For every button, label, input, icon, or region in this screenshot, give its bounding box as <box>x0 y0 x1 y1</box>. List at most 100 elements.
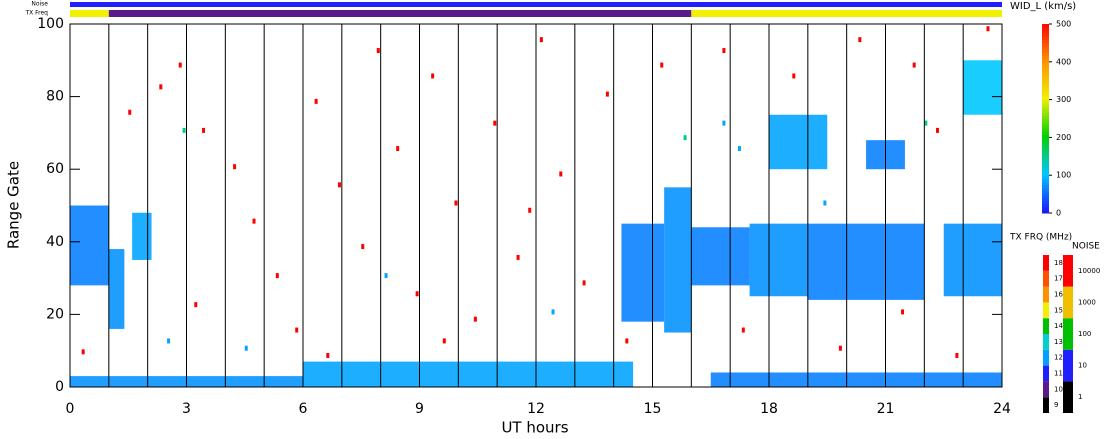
data-point <box>935 127 939 133</box>
colorbar-swatch <box>1042 83 1049 88</box>
colorbar-swatch <box>1043 255 1049 271</box>
colorbar-tick-label: 1 <box>1078 393 1082 401</box>
x-tick-label: 9 <box>415 401 424 417</box>
colorbar-swatch <box>1042 80 1049 85</box>
data-point <box>361 244 365 250</box>
data-point <box>128 109 132 115</box>
data-point <box>986 26 990 32</box>
freq-bar-label: TX Freq <box>24 10 48 17</box>
data-point <box>741 327 745 333</box>
colorbar-swatch <box>1042 68 1049 72</box>
colorbar-swatch <box>1042 55 1049 60</box>
colorbar-swatch <box>1042 42 1049 47</box>
data-point <box>539 37 543 43</box>
data-point <box>233 164 237 170</box>
data-point <box>431 73 435 79</box>
data-point <box>376 48 380 54</box>
colorbar-swatch <box>1042 131 1049 135</box>
colorbar-tick-label: 15 <box>1054 306 1063 314</box>
colorbar-swatch <box>1042 90 1049 94</box>
data-point <box>167 338 171 344</box>
data-point <box>792 73 796 79</box>
colorbar-swatch <box>1042 109 1049 113</box>
colorbar-tick-label: 10 <box>1078 362 1087 370</box>
data-patch <box>710 372 1002 387</box>
data-patch <box>943 223 1002 297</box>
x-tick-label: 21 <box>877 401 895 417</box>
data-point <box>516 254 520 260</box>
data-point <box>244 345 248 351</box>
colorbar-swatch <box>1042 184 1049 189</box>
colorbar-swatch <box>1042 150 1049 154</box>
data-point <box>454 200 458 206</box>
colorbar-tick-label: 13 <box>1054 338 1063 346</box>
data-point <box>415 291 419 297</box>
data-point <box>326 352 330 358</box>
colorbar-swatch <box>1042 172 1049 176</box>
data-point <box>202 127 206 133</box>
colorbar-swatch <box>1043 349 1049 366</box>
colorbar-swatch <box>1042 121 1049 126</box>
data-point <box>912 62 916 68</box>
y-tick-label: 40 <box>46 234 64 250</box>
colorbar-tick-label: 10000 <box>1078 267 1100 275</box>
status-bar-segment <box>70 2 1002 7</box>
data-point <box>295 327 299 333</box>
colorbar-swatch <box>1042 27 1049 31</box>
data-point <box>275 273 279 279</box>
colorbar-swatch <box>1042 153 1049 157</box>
x-tick-label: 3 <box>182 401 191 417</box>
colorbar-swatch <box>1042 209 1049 214</box>
data-point <box>182 127 186 133</box>
colorbar-swatch <box>1042 134 1049 138</box>
colorbar-tick-label: 17 <box>1054 275 1063 283</box>
colorbar-swatch <box>1042 168 1049 173</box>
data-point <box>252 218 256 224</box>
colorbar-tick-label: 14 <box>1054 322 1063 330</box>
x-tick-label: 12 <box>527 401 545 417</box>
colorbar-swatch <box>1042 30 1049 34</box>
colorbar-tick-label: 100 <box>1056 171 1071 180</box>
colorbar-swatch <box>1042 143 1049 148</box>
colorbar-tick-label: 18 <box>1054 259 1063 267</box>
colorbar-swatch <box>1042 61 1049 66</box>
data-point <box>722 48 726 54</box>
status-bar-segment <box>691 10 1002 17</box>
noise-scale-label: NOISE <box>1072 242 1100 252</box>
y-tick-label: 80 <box>46 89 64 105</box>
colorbar-swatch <box>1042 194 1049 198</box>
data-point <box>838 345 842 351</box>
data-point <box>737 146 741 152</box>
colorbar-swatch <box>1042 58 1049 63</box>
colorbar-tick-label: 1000 <box>1078 298 1096 306</box>
data-point <box>442 338 446 344</box>
colorbar-swatch <box>1042 115 1049 119</box>
colorbar-swatch <box>1042 96 1049 101</box>
colorbar-swatch <box>1042 77 1049 82</box>
colorbar-swatch <box>1042 71 1049 75</box>
colorbar-swatch <box>1042 156 1049 160</box>
width-scale-label: WID_L (km/s) <box>1010 1 1076 12</box>
colorbar-swatch <box>1042 127 1049 132</box>
colorbar-swatch <box>1042 197 1049 201</box>
noise-bar-label: Noise <box>31 1 48 8</box>
x-tick-label: 24 <box>993 401 1011 417</box>
colorbar-tick-label: 9 <box>1054 401 1058 409</box>
colorbar-swatch <box>1043 302 1049 319</box>
data-patch <box>807 223 925 300</box>
data-patch <box>132 212 152 260</box>
x-tick-label: 6 <box>299 401 308 417</box>
data-point <box>924 120 928 126</box>
colorbar-swatch <box>1042 39 1049 44</box>
colorbar-swatch <box>1043 334 1049 350</box>
data-point <box>178 62 182 68</box>
colorbar-swatch <box>1042 64 1049 69</box>
data-patch <box>963 60 1002 115</box>
colorbar-swatch <box>1042 124 1049 129</box>
data-point <box>559 171 563 177</box>
colorbar-swatch <box>1042 178 1049 182</box>
colorbar-swatch <box>1042 99 1049 104</box>
data-point <box>337 182 341 188</box>
data-patch <box>749 223 808 297</box>
